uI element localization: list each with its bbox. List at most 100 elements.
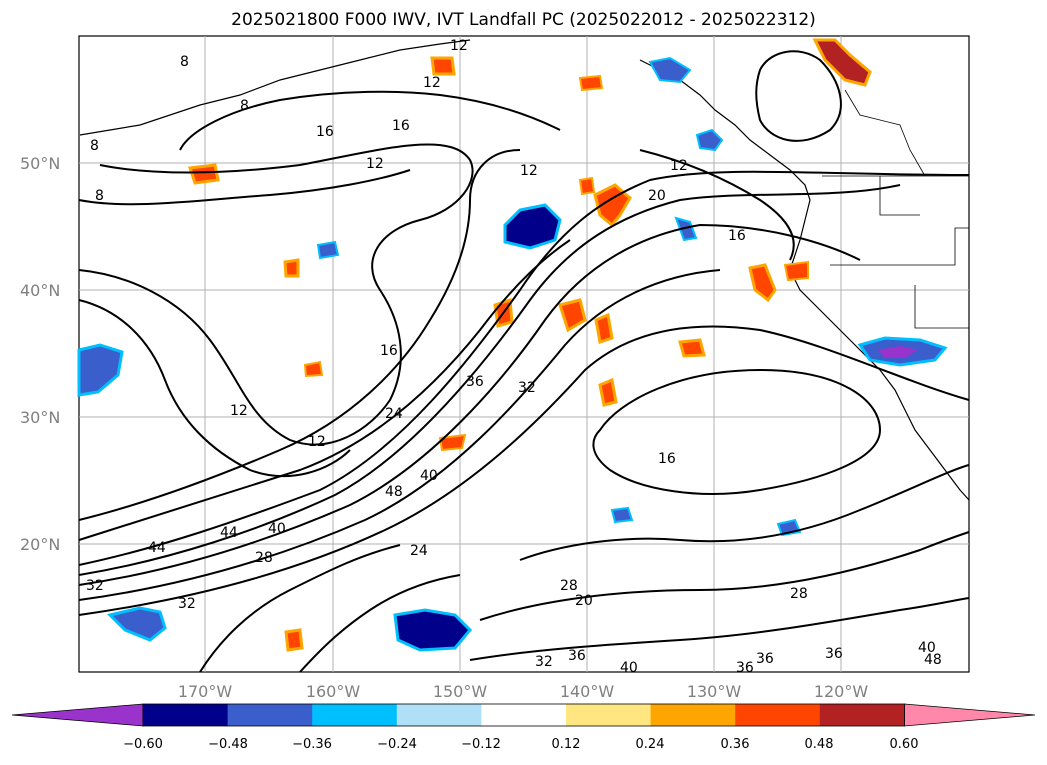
contour-label: 16 [728,228,746,244]
lon-label-140w: 140°W [560,682,615,701]
lat-label-30n: 30°N [20,408,60,427]
coastline [79,39,970,501]
colorbar-segment [481,704,567,726]
colorbar-tick-label: −0.60 [123,737,163,752]
patch-positive [594,312,614,344]
alaska-coast-outline [79,39,471,136]
contour-label: 32 [86,578,104,594]
contour-line [755,50,842,142]
contour-label: 16 [316,124,334,140]
contour-label: 8 [240,98,249,114]
canada-province-border [844,89,926,177]
lon-label-150w: 150°W [433,682,488,701]
contour-label: 40 [420,468,438,484]
patch-negative [77,343,124,397]
patch-positive [303,360,324,378]
patch-positive [812,38,872,87]
colorbar-tick-label: −0.12 [461,737,501,752]
contour-line [179,90,561,151]
patch-negative [674,216,698,242]
contour-label: 20 [575,593,593,609]
contour-label: 12 [423,75,441,91]
contour-line [299,574,461,673]
colorbar-segment [735,704,821,726]
colorbar-tick-label: −0.48 [208,737,248,752]
state-border [830,227,969,266]
patch-positive [678,338,706,358]
contour-label: 32 [518,380,536,396]
patch-positive [187,163,220,185]
patch-negative [503,203,562,250]
colorbar-segment [650,704,736,726]
contour-line [199,544,401,673]
contour-label: 12 [450,38,468,54]
contour-line [78,223,861,586]
contour-label: 36 [736,660,754,676]
contour-line [78,269,721,601]
contour-label: 32 [535,654,553,670]
map-panel: 8 8 8 8 12 12 12 12 12 12 12 16 16 16 16… [77,35,970,676]
contour-label: 12 [366,156,384,172]
contour-label: 44 [220,525,238,541]
colorbar-segment [819,704,905,726]
anomaly-patches [77,38,948,652]
contour-label: 32 [178,596,196,612]
contour-label: 36 [466,374,484,390]
contour-label: 28 [790,586,808,602]
contour-label: 12 [230,403,248,419]
patch-strong-negative [878,346,918,358]
patch-negative [393,608,473,652]
contour-line [78,325,970,616]
colorbar-tick-label: −0.24 [377,737,417,752]
patch-negative [107,606,167,642]
colorbar: −0.60 −0.48 −0.36 −0.24 −0.12 0.12 0.24 … [11,703,1036,752]
contour-label: 8 [180,54,189,70]
map-frame [78,35,970,673]
contour-label: 12 [520,163,538,179]
colorbar-segment [312,704,398,726]
contour-line [78,143,474,446]
contour-line [469,597,970,661]
patch-positive [598,377,618,407]
contour-label: 16 [392,118,410,134]
contour-label: 16 [380,343,398,359]
lat-label-50n: 50°N [20,154,60,173]
colorbar-tick-label: 0.48 [805,737,834,752]
colorbar-segment [227,704,313,726]
contour-line [519,464,970,561]
colorbar-segment [566,704,652,726]
patch-positive [430,56,456,76]
patch-positive [783,260,809,282]
patch-negative [648,56,692,84]
contour-line [78,299,351,478]
patch-negative [316,240,340,260]
contour-label: 28 [255,550,273,566]
contour-line [78,184,901,576]
contour-label: 40 [268,521,286,537]
contour-line [592,368,882,495]
colorbar-tick-label: −0.36 [292,737,332,752]
lon-label-160w: 160°W [306,682,361,701]
contour-label: 16 [658,451,676,467]
contour-line [479,531,970,621]
lat-label-20n: 20°N [20,535,60,554]
patch-negative [695,128,724,152]
contour-label: 28 [560,578,578,594]
patch-positive [578,176,596,196]
map-title: 2025021800 F000 IWV, IVT Landfall PC (20… [231,10,816,30]
contour-label: 36 [825,646,843,662]
contour-label: 8 [95,188,104,204]
longitude-labels: 170°W 160°W 150°W 140°W 130°W 120°W [178,682,869,701]
colorbar-segment [143,704,229,726]
west-coast-outline [639,59,970,501]
patch-negative [610,506,634,524]
colorbar-tick-label: 0.12 [552,737,581,752]
contour-line [78,149,521,521]
contour-label: 24 [410,543,428,559]
iwv-contours [78,50,970,673]
lon-label-130w: 130°W [687,682,742,701]
colorbar-tick-label: 0.60 [890,737,919,752]
contour-label: 36 [756,651,774,667]
contour-label: 12 [670,158,688,174]
